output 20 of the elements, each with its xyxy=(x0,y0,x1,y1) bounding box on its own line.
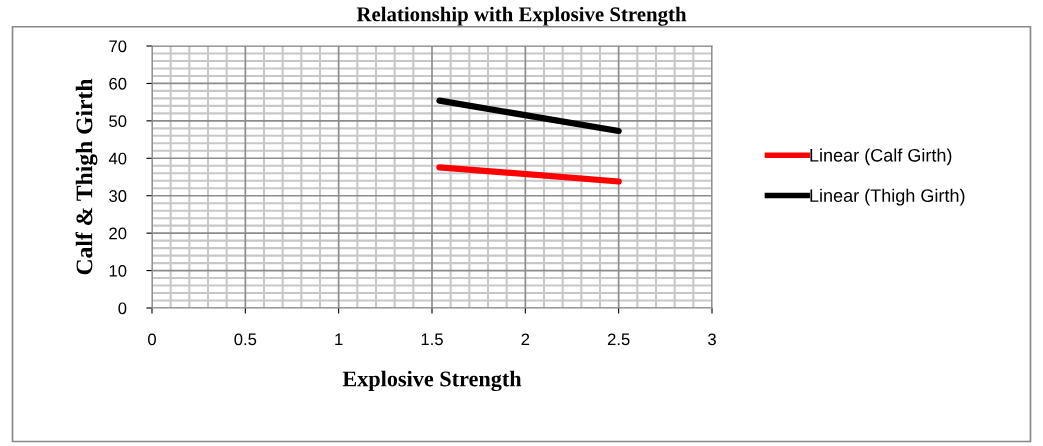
y-tick-label: 0 xyxy=(118,302,127,315)
y-tick-label: 40 xyxy=(108,152,127,165)
y-tick-label: 30 xyxy=(109,190,127,202)
x-tick-label: 1.5 xyxy=(421,333,443,346)
x-tick-label: 0 xyxy=(148,333,156,346)
x-tick-label: 2.5 xyxy=(607,333,630,346)
legend-label: Linear (Calf Girth) xyxy=(810,148,952,166)
x-tick-label: 2 xyxy=(521,333,530,346)
y-tick-label: 10 xyxy=(109,264,127,277)
y-tick-label: 70 xyxy=(109,40,127,53)
y-axis-title: Calf & Thigh Girth xyxy=(75,78,98,275)
x-tick-label: 1 xyxy=(335,333,343,346)
y-tick-label: 20 xyxy=(109,227,127,240)
chart-title: Relationship with Explosive Strength xyxy=(356,6,687,26)
legend-label: Linear (Thigh Girth) xyxy=(810,188,965,206)
y-tick-label: 60 xyxy=(109,77,127,90)
x-tick-label: 3 xyxy=(708,333,716,346)
x-tick-label: 0.5 xyxy=(234,333,257,346)
x-axis-title: Explosive Strength xyxy=(342,370,522,392)
y-tick-label: 50 xyxy=(109,115,127,128)
